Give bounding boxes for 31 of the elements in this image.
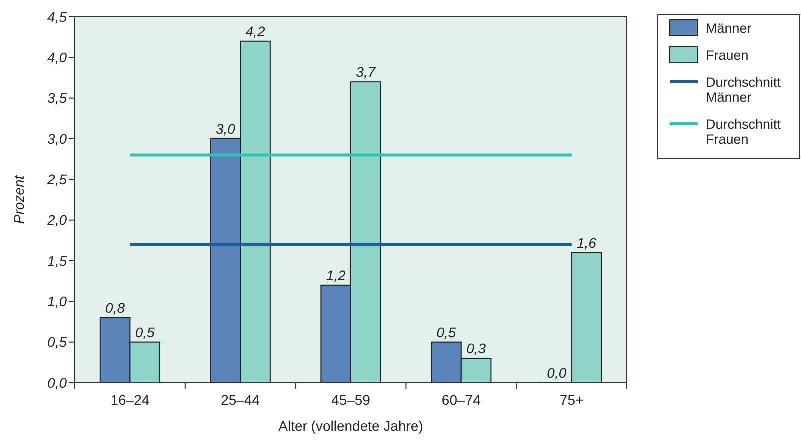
y-tick-label: 3,0	[48, 130, 68, 147]
data-label: 4,2	[246, 23, 266, 40]
y-tick-label: 4,0	[48, 50, 68, 66]
y-tick-label: 1,5	[48, 252, 68, 269]
data-label: 3,0	[216, 121, 236, 137]
x-tick-label: 75+	[560, 392, 584, 408]
data-label: 3,7	[356, 64, 377, 80]
y-tick-label: 2,0	[46, 212, 68, 228]
data-label: 0,8	[106, 300, 126, 316]
x-tick-label: 16–24	[110, 392, 150, 408]
y-tick-label: 0,5	[48, 334, 68, 350]
legend-label: Durchschnitt Männer	[706, 75, 782, 105]
x-tick-label: 45–59	[332, 392, 371, 408]
y-axis-title: Prozent	[11, 174, 27, 224]
x-tick-label: 60–74	[442, 392, 482, 408]
data-label: 1,2	[326, 267, 346, 284]
y-tick-label: 0,0	[48, 374, 68, 391]
data-label: 0,5	[135, 324, 156, 340]
data-label: 0,0	[547, 365, 567, 381]
data-label: 0,3	[466, 340, 486, 357]
y-tick-label: 3,5	[48, 90, 68, 106]
legend-label: Frauen	[706, 48, 749, 63]
y-tick-label: 4,5	[48, 8, 68, 25]
legend-label: Männer	[706, 21, 752, 36]
x-axis-title: Alter (vollendete Jahre)	[278, 418, 424, 434]
data-label: 1,6	[576, 234, 597, 251]
data-label: 0,5	[436, 324, 456, 340]
y-tick-label: 2,5	[46, 172, 68, 188]
x-tick-label: 25–44	[221, 392, 260, 408]
legend-label: Durchschnitt Frauen	[706, 117, 782, 147]
y-tick-label: 1,0	[48, 294, 68, 310]
